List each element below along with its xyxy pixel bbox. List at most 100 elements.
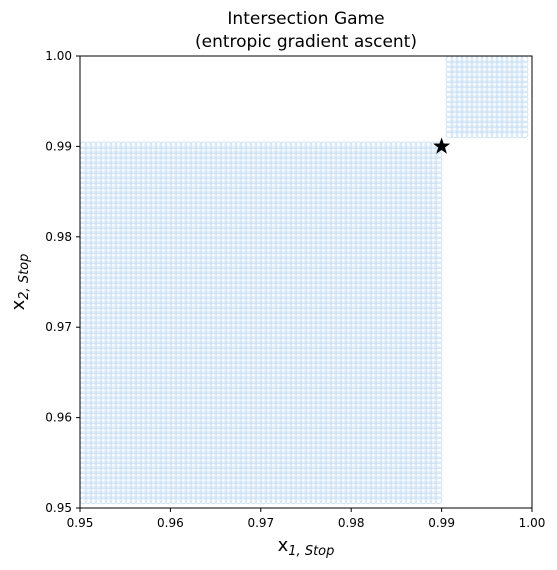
region-point [189,276,198,285]
region-point [334,181,343,190]
region-point [179,341,188,350]
region-point [259,171,268,180]
region-point [164,336,173,345]
region-point [274,401,283,410]
region-point [239,141,248,150]
region-point [414,456,423,465]
region-point [124,476,133,485]
region-point [334,456,343,465]
region-point [174,351,183,360]
region-point [199,166,208,175]
region-point [214,451,223,460]
region-point [204,441,213,450]
region-point [284,206,293,215]
region-point [89,276,98,285]
region-point [369,291,378,300]
region-point [329,361,338,370]
region-point [169,336,178,345]
region-point [169,146,178,155]
region-point [164,171,173,180]
region-point [189,416,198,425]
region-point [419,436,428,445]
region-point [374,281,383,290]
region-point [289,206,298,215]
region-point [219,176,228,185]
region-point [384,431,393,440]
region-point [339,311,348,320]
region-point [209,146,218,155]
region-point [389,356,398,365]
region-point [284,396,293,405]
region-point [309,326,318,335]
region-point [374,186,383,195]
region-point [389,231,398,240]
region-point [429,356,438,365]
region-point [294,476,303,485]
region-point [149,206,158,215]
region-point [259,241,268,250]
region-point [324,226,333,235]
region-point [234,211,243,220]
region-point [434,311,443,320]
region-point [94,176,103,185]
region-point [304,426,313,435]
region-point [254,471,263,480]
region-point [89,376,98,385]
region-point [254,316,263,325]
region-point [419,326,428,335]
region-point [399,431,408,440]
region-point [249,351,258,360]
region-point [139,266,148,275]
region-point [114,171,123,180]
region-point [279,231,288,240]
region-point [329,261,338,270]
region-point [274,341,283,350]
region-point [169,361,178,370]
region-point [319,396,328,405]
region-point [119,171,128,180]
region-point [314,371,323,380]
region-point [109,236,118,245]
region-point [179,281,188,290]
region-point [419,391,428,400]
region-point [349,141,358,150]
region-point [314,246,323,255]
region-point [84,251,93,260]
region-point [369,446,378,455]
region-point [159,206,168,215]
region-point [139,196,148,205]
region-point [364,401,373,410]
region-point [309,301,318,310]
region-point [254,266,263,275]
region-point [159,226,168,235]
region-point [189,381,198,390]
region-point [209,331,218,340]
region-point [364,431,373,440]
region-point [429,461,438,470]
region-point [169,266,178,275]
region-point [319,351,328,360]
region-point [189,471,198,480]
region-point [104,276,113,285]
region-point [324,281,333,290]
region-point [149,341,158,350]
region-point [144,291,153,300]
region-point [149,261,158,270]
region-point [344,426,353,435]
region-point [399,226,408,235]
region-point [409,276,418,285]
region-point [339,406,348,415]
region-point [424,241,433,250]
region-point [339,386,348,395]
region-point [144,461,153,470]
region-point [109,461,118,470]
region-point [364,281,373,290]
region-point [89,151,98,160]
region-point [134,416,143,425]
region-point [159,256,168,265]
region-point [84,391,93,400]
region-point [424,356,433,365]
region-point [379,361,388,370]
region-point [374,376,383,385]
region-point [434,356,443,365]
